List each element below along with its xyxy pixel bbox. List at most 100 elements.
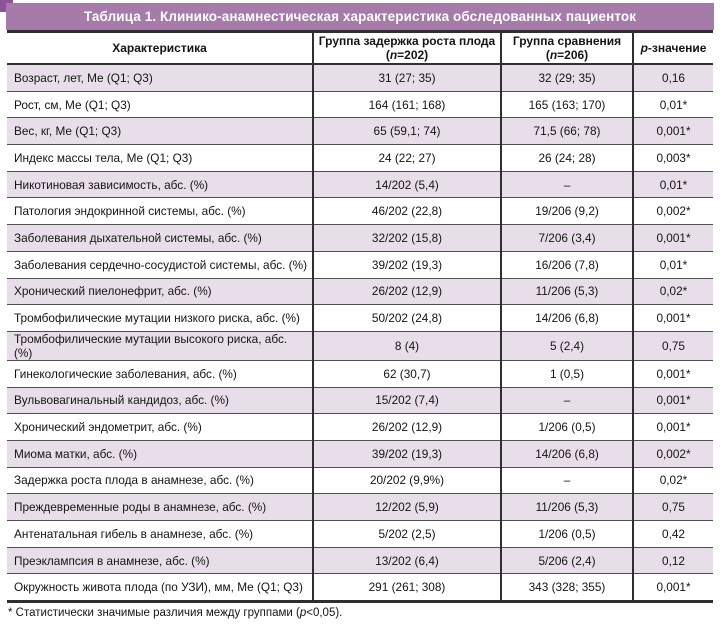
table-row: Вульвовагинальный кандидоз, абс. (%) 15/2… [7,386,713,414]
group1-value-cell: 13/202 (6,4) [312,546,501,574]
table-title: Таблица 1. Клинико-анамнестическая харак… [83,9,637,24]
characteristic-cell: Индекс массы тела, Ме (Q1; Q3) [7,144,313,172]
group1-value-cell: 291 (261; 308) [312,573,501,602]
characteristic-cell: Рост, см, Ме (Q1; Q3) [7,90,313,118]
p-value-cell: 0,16 [632,63,713,92]
group2-value-cell: 32 (29; 35) [500,63,633,92]
p-value-cell: 0,001* [632,117,713,145]
table-row: Тромбофилические мутации высокого риска,… [7,330,713,361]
group2-value-cell: – [500,386,633,414]
characteristic-cell: Заболевания сердечно-сосудистой системы,… [7,250,313,278]
table-title-bar: Таблица 1. Клинико-анамнестическая харак… [6,3,714,30]
characteristic-cell: Преэклампсия в анамнезе, абс. (%) [7,546,313,574]
characteristic-cell: Гинекологические заболевания, абс. (%) [7,359,313,388]
table-row: Хронический эндометрит, абс. (%) 26/202 (… [7,413,713,441]
p-value-cell: 0,001* [632,413,713,441]
table-body: Возраст, лет, Ме (Q1; Q3) 31 (27; 35) 32 (… [7,63,713,602]
group1-value-cell: 12/202 (5,9) [312,493,501,521]
column-header-pvalue: p-значение [632,31,713,65]
characteristic-cell: Преждевременные роды в анамнезе, абс. (%… [7,493,313,521]
group2-value-cell: 165 (163; 170) [500,90,633,118]
table-row: Возраст, лет, Ме (Q1; Q3) 31 (27; 35) 32 (… [7,63,713,92]
p-value-cell: 0,42 [632,520,713,548]
group2-value-cell: 5 (2,4) [500,330,633,361]
characteristic-cell: Антенатальная гибель в анамнезе, абс. (%… [7,520,313,548]
group1-value-cell: 65 (59,1; 74) [312,117,501,145]
characteristic-cell: Возраст, лет, Ме (Q1; Q3) [7,63,313,92]
table-row: Никотиновая зависимость, абс. (%) 14/202 … [7,170,713,198]
group1-value-cell: 50/202 (24,8) [312,304,501,332]
group1-value-cell: 62 (30,7) [312,359,501,388]
group2-value-cell: 14/206 (6,8) [500,304,633,332]
table-row: Окружность живота плода (по УЗИ), мм, Ме… [7,573,713,602]
group2-value-cell: 1/206 (0,5) [500,520,633,548]
table-row: Патология эндокринной системы, абс. (%) 4… [7,197,713,225]
p-value-cell: 0,01* [632,250,713,278]
p-value-cell: 0,002* [632,439,713,468]
group2-value-cell: – [500,170,633,198]
group2-value-cell: 1 (0,5) [500,359,633,388]
characteristic-cell: Хронический эндометрит, абс. (%) [7,413,313,441]
group1-value-cell: 8 (4) [312,330,501,361]
group2-value-cell: 343 (328; 355) [500,573,633,602]
table-row: Гинекологические заболевания, абс. (%) 62… [7,359,713,388]
characteristic-cell: Тромбофилические мутации низкого риска, … [7,304,313,332]
characteristic-cell: Задержка роста плода в анамнезе, абс. (%… [7,466,313,494]
table-row: Заболевания дыхательной системы, абс. (%… [7,224,713,252]
group2-value-cell: 1/206 (0,5) [500,413,633,441]
group1-value-cell: 26/202 (12,9) [312,277,501,305]
group2-value-cell: 11/206 (5,3) [500,277,633,305]
group2-value-cell: 26 (24; 28) [500,144,633,172]
characteristics-table: Характеристика Группа задержка роста пло… [7,30,713,604]
column-header-group2: Группа сравнения (n=206) [500,31,633,65]
group1-value-cell: 39/202 (19,3) [312,250,501,278]
p-value-cell: 0,001* [632,386,713,414]
characteristic-cell: Вес, кг, Ме (Q1; Q3) [7,117,313,145]
table-row: Задержка роста плода в анамнезе, абс. (%… [7,466,713,494]
group1-value-cell: 5/202 (2,5) [312,520,501,548]
group2-value-cell: 14/206 (6,8) [500,439,633,468]
table-row: Рост, см, Ме (Q1; Q3) 164 (161; 168) 165 (… [7,90,713,118]
p-value-cell: 0,001* [632,304,713,332]
p-value-cell: 0,002* [632,197,713,225]
table-row: Вес, кг, Ме (Q1; Q3) 65 (59,1; 74) 71,5 (6… [7,117,713,145]
characteristic-cell: Никотиновая зависимость, абс. (%) [7,170,313,198]
group1-value-cell: 31 (27; 35) [312,63,501,92]
characteristic-cell: Окружность живота плода (по УЗИ), мм, Ме… [7,573,313,602]
group2-value-cell: 19/206 (9,2) [500,197,633,225]
table-row: Тромбофилические мутации низкого риска, … [7,304,713,332]
p-value-cell: 0,12 [632,546,713,574]
p-value-cell: 0,01* [632,170,713,198]
characteristic-cell: Миома матки, абс. (%) [7,439,313,468]
group1-value-cell: 39/202 (19,3) [312,439,501,468]
characteristic-cell: Хронический пиелонефрит, абс. (%) [7,277,313,305]
characteristic-cell: Патология эндокринной системы, абс. (%) [7,197,313,225]
table-row: Индекс массы тела, Ме (Q1; Q3) 24 (22; 27… [7,144,713,172]
header-row: Характеристика Группа задержка роста пло… [7,31,713,65]
table-row: Миома матки, абс. (%) 39/202 (19,3) 14/206… [7,439,713,468]
group2-value-cell: – [500,466,633,494]
group1-value-cell: 46/202 (22,8) [312,197,501,225]
p-value-cell: 0,75 [632,330,713,361]
group1-value-cell: 32/202 (15,8) [312,224,501,252]
p-value-cell: 0,75 [632,493,713,521]
group1-value-cell: 24 (22; 27) [312,144,501,172]
table-row: Антенатальная гибель в анамнезе, абс. (%… [7,520,713,548]
table-row: Преждевременные роды в анамнезе, абс. (%… [7,493,713,521]
p-value-cell: 0,001* [632,359,713,388]
group1-value-cell: 14/202 (5,4) [312,170,501,198]
p-value-cell: 0,001* [632,224,713,252]
column-header-group1: Группа задержка роста плода (n=202) [312,31,501,65]
characteristic-cell: Заболевания дыхательной системы, абс. (%… [7,224,313,252]
group1-value-cell: 164 (161; 168) [312,90,501,118]
group2-value-cell: 71,5 (66; 78) [500,117,633,145]
group2-value-cell: 7/206 (3,4) [500,224,633,252]
p-value-cell: 0,01* [632,90,713,118]
table-row: Преэклампсия в анамнезе, абс. (%) 13/202 … [7,546,713,574]
table-row: Хронический пиелонефрит, абс. (%) 26/202 … [7,277,713,305]
group2-value-cell: 11/206 (5,3) [500,493,633,521]
p-value-cell: 0,003* [632,144,713,172]
footnote: * Статистически значимые различия между … [8,607,343,619]
group1-value-cell: 26/202 (12,9) [312,413,501,441]
group2-value-cell: 16/206 (7,8) [500,250,633,278]
